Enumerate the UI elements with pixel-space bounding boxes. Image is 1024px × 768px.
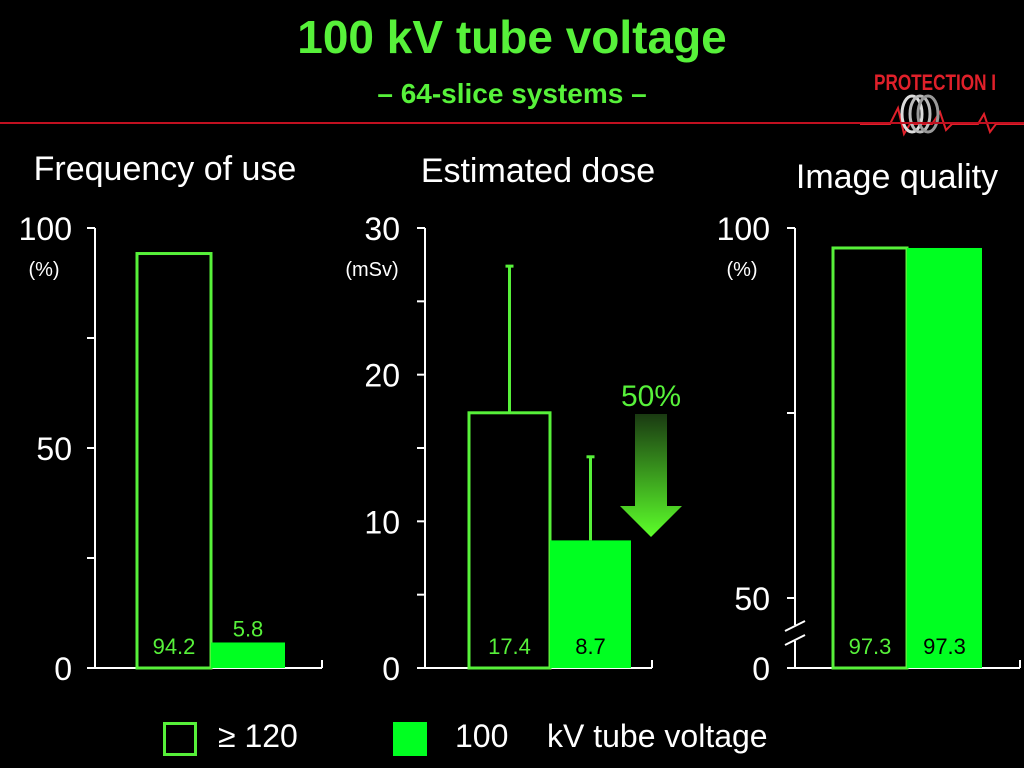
- chart2-y-tick-label: 30: [364, 211, 400, 247]
- chart1-unit-label: (%): [28, 259, 59, 281]
- chart1-data-label: 94.2: [153, 634, 196, 659]
- chart3-data-label: 97.3: [923, 634, 966, 659]
- chart2-data-label: 17.4: [488, 634, 531, 659]
- chart2-annotation-text: 50%: [621, 380, 681, 413]
- chart2-bar-100: [550, 540, 631, 668]
- chart3-title: Image quality: [796, 158, 998, 196]
- chart1-y-tick-label: 100: [19, 211, 72, 247]
- chart1-bar-100: [211, 642, 285, 668]
- chart2-title: Estimated dose: [421, 152, 655, 190]
- chart2-y-tick-label: 10: [364, 504, 400, 540]
- chart3-y-tick-label: 100: [717, 211, 770, 247]
- chart2-data-label: 8.7: [575, 634, 606, 659]
- chart3-unit-label: (%): [726, 259, 757, 281]
- chart3-axis-break-mark: [784, 634, 806, 646]
- down-arrow-icon: [620, 414, 682, 537]
- chart3-y-tick-label: 0: [752, 651, 770, 687]
- chart1-title: Frequency of use: [34, 150, 297, 188]
- chart2-y-tick-label: 20: [364, 358, 400, 394]
- chart2-y-tick-label: 0: [382, 651, 400, 687]
- legend-label-100: 100: [455, 718, 509, 754]
- chart1-data-label: 5.8: [233, 616, 264, 641]
- chart3-bar-100: [907, 247, 982, 669]
- chart2-unit-label: (mSv): [345, 259, 398, 281]
- chart3-bar-120: [831, 246, 909, 670]
- chart1-bar-120: [135, 252, 213, 670]
- chart3-axis-break-mark: [784, 620, 806, 632]
- legend-suffix: kV tube voltage: [547, 718, 768, 754]
- chart1-y-tick-label: 50: [36, 431, 72, 467]
- legend-swatch-filled: [393, 722, 427, 756]
- protection-logo: PROTECTION I: [860, 68, 1024, 138]
- chart1-y-tick-label: 0: [54, 651, 72, 687]
- slide-title: 100 kV tube voltage: [297, 11, 727, 63]
- ecg-line-icon: [860, 94, 1024, 137]
- legend: ≥ 120 100 kV tube voltage: [0, 718, 1024, 766]
- header-divider: [0, 122, 1024, 124]
- charts-canvas: Frequency of use(%)05010094.25.8Estimate…: [19, 150, 1021, 687]
- legend-swatch-outline: [163, 722, 197, 756]
- legend-label-120: ≥ 120: [218, 718, 298, 754]
- chart3-data-label: 97.3: [849, 634, 892, 659]
- slide-subtitle: – 64-slice systems –: [377, 78, 647, 109]
- logo-text: PROTECTION I: [874, 70, 997, 95]
- chart3-y-tick-label: 50: [734, 581, 770, 617]
- chart2-bar-120: [467, 411, 552, 670]
